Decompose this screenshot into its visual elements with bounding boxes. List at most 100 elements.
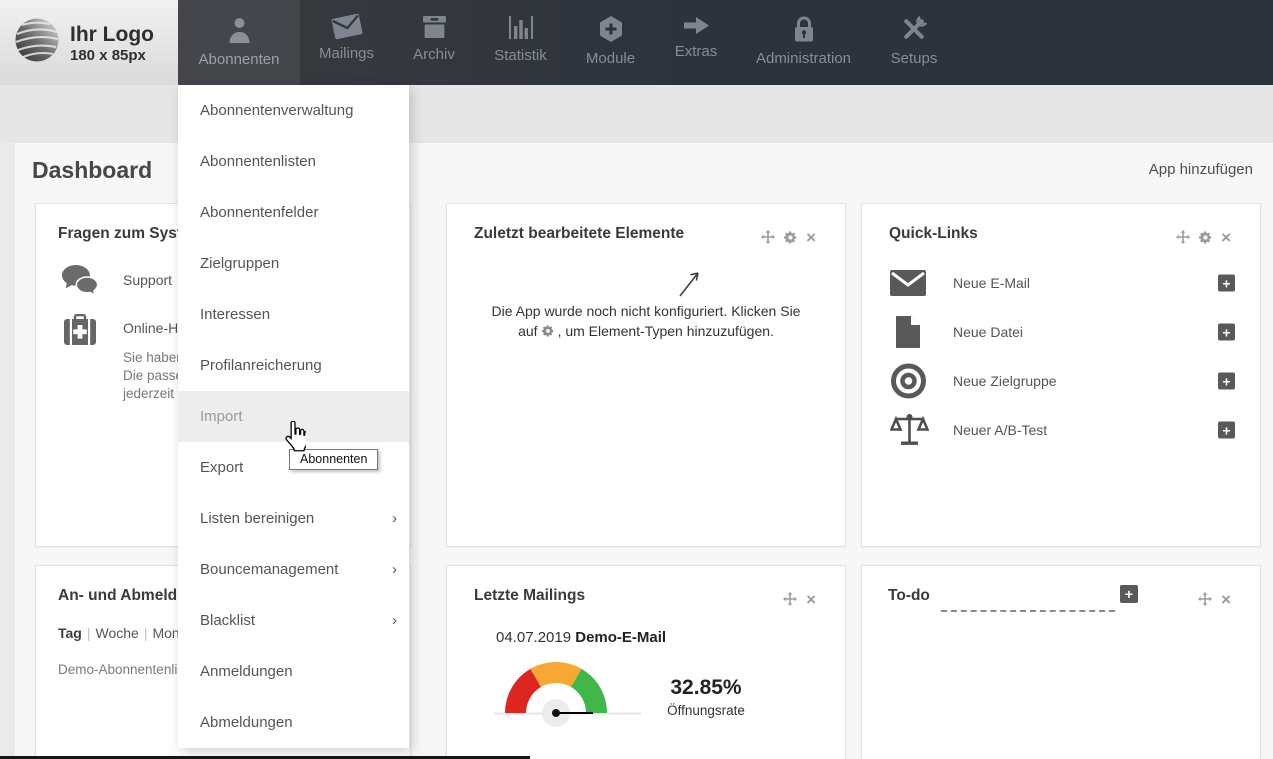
top-navbar: Ihr Logo 180 x 85px Abonnenten Mailings <box>0 0 1273 85</box>
nav-label: Archiv <box>413 46 455 63</box>
gauge-segment-green <box>571 668 607 713</box>
empty-state-text: Die App wurde noch nicht konfiguriert. K… <box>491 303 801 319</box>
subscriber-list-label: Demo-Abonnentenliste <box>58 662 196 677</box>
widget-controls: × <box>761 227 816 247</box>
nav-item-module[interactable]: Module <box>566 0 655 85</box>
add-file-button[interactable]: + <box>1218 323 1235 341</box>
widget-quick-links: Quick-Links × Neue E-Mail + Neue Datei + <box>861 203 1261 547</box>
nav-label: Module <box>585 50 636 67</box>
add-email-button[interactable]: + <box>1218 274 1235 292</box>
mailing-name[interactable]: Demo-E-Mail <box>575 629 667 646</box>
widget-todo: To-do + × <box>861 565 1261 759</box>
nav-label: Extras <box>674 43 718 60</box>
help-text-line: Sie haben <box>123 350 184 365</box>
menu-item-bouncemanagement[interactable]: Bouncemanagement › <box>178 544 409 595</box>
menu-item-abmeldungen[interactable]: Abmeldungen <box>200 714 293 731</box>
help-text-line: jederzeit o <box>123 386 186 401</box>
tab-tag[interactable]: Tag <box>58 625 82 641</box>
add-target-group-button[interactable]: + <box>1218 372 1235 390</box>
nav-item-abonnenten[interactable]: Abonnenten <box>178 0 300 85</box>
widget-close-icon[interactable]: × <box>806 227 816 247</box>
menu-item-blacklist[interactable]: Blacklist › <box>178 595 409 646</box>
menu-item-anmeldungen[interactable]: Anmeldungen <box>200 663 293 680</box>
nav-item-archiv[interactable]: Archiv <box>393 0 475 85</box>
move-widget-handle[interactable] <box>1198 592 1213 606</box>
tab-separator: | <box>86 625 91 641</box>
todo-input[interactable] <box>941 592 1115 612</box>
widget-settings-gear-icon[interactable] <box>784 230 797 244</box>
quick-link-label[interactable]: Neue Zielgruppe <box>953 373 1057 389</box>
add-app-link[interactable]: App hinzufügen <box>1148 161 1253 178</box>
globe-logo-icon <box>14 17 60 68</box>
menu-item-label: Bouncemanagement <box>200 561 339 578</box>
add-ab-test-button[interactable]: + <box>1218 421 1235 439</box>
nav-item-statistik[interactable]: Statistik <box>475 0 566 85</box>
gauge-segment-orange <box>530 661 582 688</box>
nav-label: Abonnenten <box>198 51 280 68</box>
mailing-entry: 04.07.2019 Demo-E-Mail <box>496 629 666 646</box>
quick-link-row: Neuer A/B-Test + <box>862 412 1260 448</box>
nav-label: Statistik <box>494 47 547 64</box>
quick-link-label[interactable]: Neue Datei <box>953 324 1024 340</box>
nav-label: Administration <box>755 50 852 67</box>
widget-close-icon[interactable]: × <box>1221 589 1231 609</box>
quick-link-label[interactable]: Neuer A/B-Test <box>953 422 1048 438</box>
move-widget-handle[interactable] <box>761 230 776 244</box>
arrow-right-icon <box>683 16 709 35</box>
move-widget-handle[interactable] <box>783 592 798 606</box>
support-link[interactable]: Support <box>123 272 173 288</box>
online-help-link[interactable]: Online-Hilfe <box>123 320 197 336</box>
logo[interactable]: Ihr Logo 180 x 85px <box>0 0 178 85</box>
menu-item-abonnentenfelder[interactable]: Abonnentenfelder <box>200 204 319 221</box>
help-text-line: Die passen <box>123 368 191 383</box>
chevron-right-icon: › <box>392 510 397 527</box>
add-todo-button[interactable]: + <box>1120 585 1138 603</box>
menu-item-export[interactable]: Export <box>200 459 244 476</box>
period-tabs: Tag | Woche | Monat <box>58 625 191 641</box>
target-icon <box>890 363 927 400</box>
open-rate-value: 32.85% <box>670 676 742 699</box>
user-icon <box>227 16 252 43</box>
widget-settings-gear-icon[interactable] <box>1199 230 1212 244</box>
gear-icon <box>541 325 553 337</box>
move-widget-handle[interactable] <box>1176 230 1191 244</box>
gauge-segment-red <box>505 668 541 713</box>
widget-close-icon[interactable]: × <box>806 589 816 609</box>
archive-icon <box>422 16 446 38</box>
widget-close-icon[interactable]: × <box>1221 227 1231 247</box>
empty-state-text-post: , um Element-Typen hinzuzufügen. <box>557 323 774 339</box>
bottom-window-edge <box>0 756 530 759</box>
menu-item-interessen[interactable]: Interessen <box>200 306 271 323</box>
nav-label: Mailings <box>318 45 375 62</box>
abonnenten-dropdown-menu: Abonnentenverwaltung Abonnentenlisten Ab… <box>178 85 409 748</box>
tab-woche[interactable]: Woche <box>95 625 139 641</box>
menu-item-abonnentenlisten[interactable]: Abonnentenlisten <box>200 153 316 170</box>
scales-icon <box>890 413 929 448</box>
nav-item-mailings[interactable]: Mailings <box>300 0 393 85</box>
nav-item-extras[interactable]: Extras <box>655 0 737 85</box>
hand-cursor-icon <box>284 420 309 457</box>
mailing-date: 04.07.2019 <box>496 629 572 646</box>
quick-link-label[interactable]: Neue E-Mail <box>953 275 1031 291</box>
widget-title: Quick-Links <box>889 225 978 242</box>
menu-item-profilanreicherung[interactable]: Profilanreicherung <box>200 357 322 374</box>
tab-separator: | <box>143 625 148 641</box>
nav-item-setups[interactable]: Setups <box>870 0 958 85</box>
gauge-value-block: 32.85% Öffnungsrate <box>641 676 771 718</box>
menu-item-listen-bereinigen[interactable]: Listen bereinigen › <box>178 493 409 544</box>
widget-title: Fragen zum System <box>58 225 205 242</box>
menu-item-label: Blacklist <box>200 612 256 629</box>
widget-title: Zuletzt bearbeitete Elemente <box>474 225 685 242</box>
menu-item-abonnentenverwaltung[interactable]: Abonnentenverwaltung <box>200 102 354 119</box>
widget-last-mailings: Letzte Mailings × 04.07.2019 Demo-E-Mail <box>446 565 846 759</box>
widget-title: To-do <box>888 587 930 604</box>
widget-title: Letzte Mailings <box>474 587 586 604</box>
menu-item-label: Listen bereinigen <box>200 510 315 527</box>
main-nav: Abonnenten Mailings Archiv Statistik <box>178 0 958 85</box>
empty-state-text-pre: auf <box>518 323 538 339</box>
nav-item-administration[interactable]: Administration <box>737 0 870 85</box>
envelope-icon <box>330 13 363 40</box>
hexagon-plus-icon <box>599 16 623 42</box>
first-aid-kit-icon <box>63 313 97 352</box>
menu-item-zielgruppen[interactable]: Zielgruppen <box>200 255 280 272</box>
